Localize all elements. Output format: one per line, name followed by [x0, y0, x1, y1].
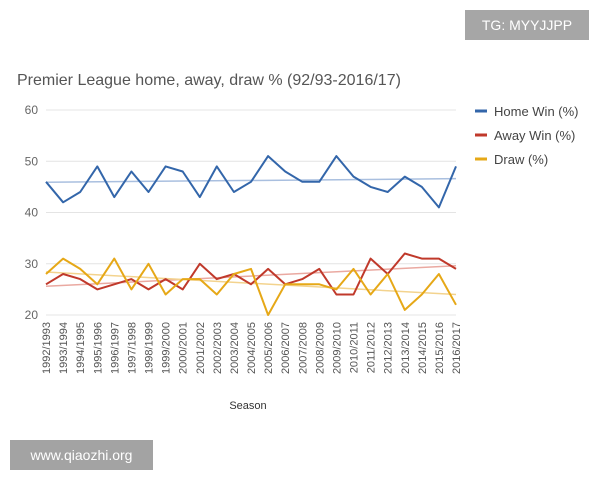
series-line-2 [45, 257, 457, 316]
y-axis-ticks: 20 30 40 50 60 [25, 103, 39, 322]
x-tick-label: 1993/1994 [58, 322, 70, 374]
x-tick-label: 2003/2004 [229, 322, 241, 374]
x-tick-label: 2016/2017 [451, 322, 463, 374]
y-tick-label: 40 [25, 206, 39, 220]
gridlines [46, 109, 456, 316]
x-tick-label: 2013/2014 [400, 322, 412, 374]
series-line-0 [45, 155, 457, 209]
legend-entry: Away Win (%) [494, 128, 575, 143]
x-tick-label: 2010/2011 [349, 322, 361, 373]
series-lines [45, 155, 457, 316]
x-tick-label: 2014/2015 [417, 322, 429, 374]
x-axis-label: Season [229, 400, 266, 412]
y-tick-label: 20 [25, 308, 39, 322]
x-tick-label: 2005/2006 [263, 322, 275, 374]
x-tick-label: 1998/1999 [144, 322, 156, 374]
x-tick-label: 2004/2005 [246, 322, 258, 374]
x-tick-label: 2001/2002 [195, 322, 207, 374]
x-tick-label: 1996/1997 [109, 322, 121, 374]
x-tick-label: 2015/2016 [434, 322, 446, 374]
x-tick-label: 1992/1993 [41, 322, 53, 374]
y-tick-label: 30 [25, 257, 39, 271]
trend-lines [45, 177, 457, 296]
legend-entry: Home Win (%) [494, 104, 579, 119]
x-tick-label: 1994/1995 [75, 322, 87, 374]
x-axis-ticks: 1992/1993 1993/1994 1994/1995 1995/1996 1996… [41, 322, 463, 374]
x-tick-label: 2011/2012 [366, 322, 378, 373]
trend-line-1 [45, 265, 457, 288]
chart-title: Premier League home, away, draw % (92/93… [17, 72, 401, 89]
y-tick-label: 60 [25, 103, 39, 117]
x-tick-label: 2006/2007 [280, 322, 292, 374]
watermark-top: TG: MYYJJPP [465, 10, 589, 40]
legend-entry: Draw (%) [494, 152, 548, 167]
x-tick-label: 2009/2010 [331, 322, 343, 374]
x-tick-label: 2008/2009 [314, 322, 326, 374]
x-tick-label: 2012/2013 [383, 322, 395, 374]
x-tick-label: 2000/2001 [178, 322, 190, 374]
x-tick-label: 1995/1996 [92, 322, 104, 374]
x-tick-label: 1997/1998 [126, 322, 138, 374]
x-tick-label: 2007/2008 [297, 322, 309, 374]
y-tick-label: 50 [25, 154, 39, 168]
watermark-bottom: www.qiaozhi.org [10, 440, 153, 470]
x-tick-label: 1999/2000 [161, 322, 173, 374]
x-tick-label: 2002/2003 [212, 322, 224, 374]
legend: Home Win (%) Away Win (%) Draw (%) [475, 104, 579, 167]
